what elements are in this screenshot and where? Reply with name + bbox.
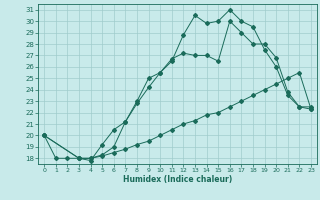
X-axis label: Humidex (Indice chaleur): Humidex (Indice chaleur) [123, 175, 232, 184]
